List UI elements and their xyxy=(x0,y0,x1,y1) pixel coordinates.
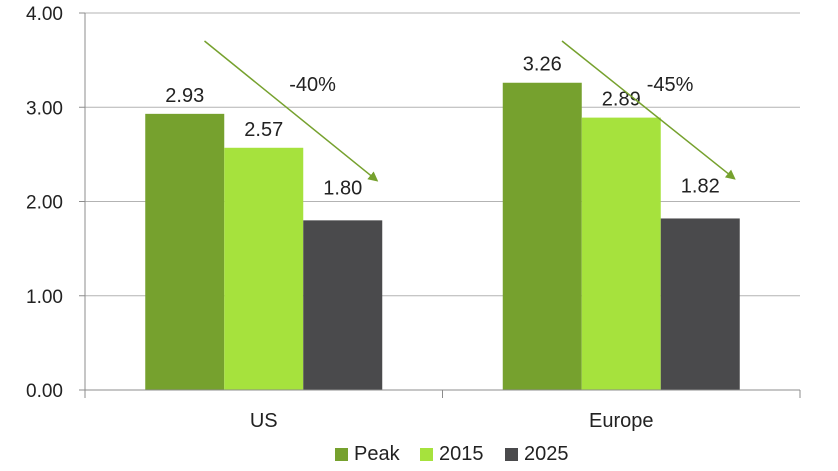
axes xyxy=(79,12,801,398)
y-tick-label: 1.00 xyxy=(26,287,63,308)
percent-change-label: -45% xyxy=(647,74,694,96)
bar-2015-europe xyxy=(581,117,661,391)
labels: 0.00 1.00 2.00 3.00 4.00 US 2.93 2.57 1.80 Europe… xyxy=(26,4,720,432)
bars xyxy=(145,82,740,391)
bar-value-label: 1.80 xyxy=(323,177,362,199)
bar-value-label: 2.93 xyxy=(165,85,204,107)
bar-value-label: 3.26 xyxy=(523,54,562,76)
bar-peak-europe xyxy=(502,82,582,391)
bar-2015-us xyxy=(224,147,304,390)
legend: Peak 2015 2025 xyxy=(335,443,569,465)
y-tick-label: 3.00 xyxy=(26,98,63,119)
bar-value-label: 2.89 xyxy=(602,89,641,111)
y-tick-label: 2.00 xyxy=(26,193,63,214)
bar-value-label: 2.57 xyxy=(244,119,283,141)
x-category-label: Europe xyxy=(589,410,654,432)
y-tick-label: 0.00 xyxy=(26,381,63,402)
legend-label: 2025 xyxy=(524,443,569,465)
bar-2025-us xyxy=(303,220,383,390)
x-category-label: US xyxy=(250,410,278,432)
bar-2025-europe xyxy=(660,218,740,390)
legend-swatch-peak xyxy=(335,448,348,461)
trend-arrow xyxy=(561,40,736,180)
legend-swatch-2015 xyxy=(420,448,433,461)
trend-arrow xyxy=(204,40,379,182)
legend-swatch-2025 xyxy=(505,448,518,461)
legend-label: Peak xyxy=(354,443,401,465)
annotations: -40% -45% xyxy=(204,40,736,182)
bar-value-label: 1.82 xyxy=(681,175,720,197)
y-tick-label: 4.00 xyxy=(26,4,63,25)
percent-change-label: -40% xyxy=(289,74,336,96)
bar-peak-us xyxy=(145,113,225,390)
legend-label: 2015 xyxy=(439,443,484,465)
